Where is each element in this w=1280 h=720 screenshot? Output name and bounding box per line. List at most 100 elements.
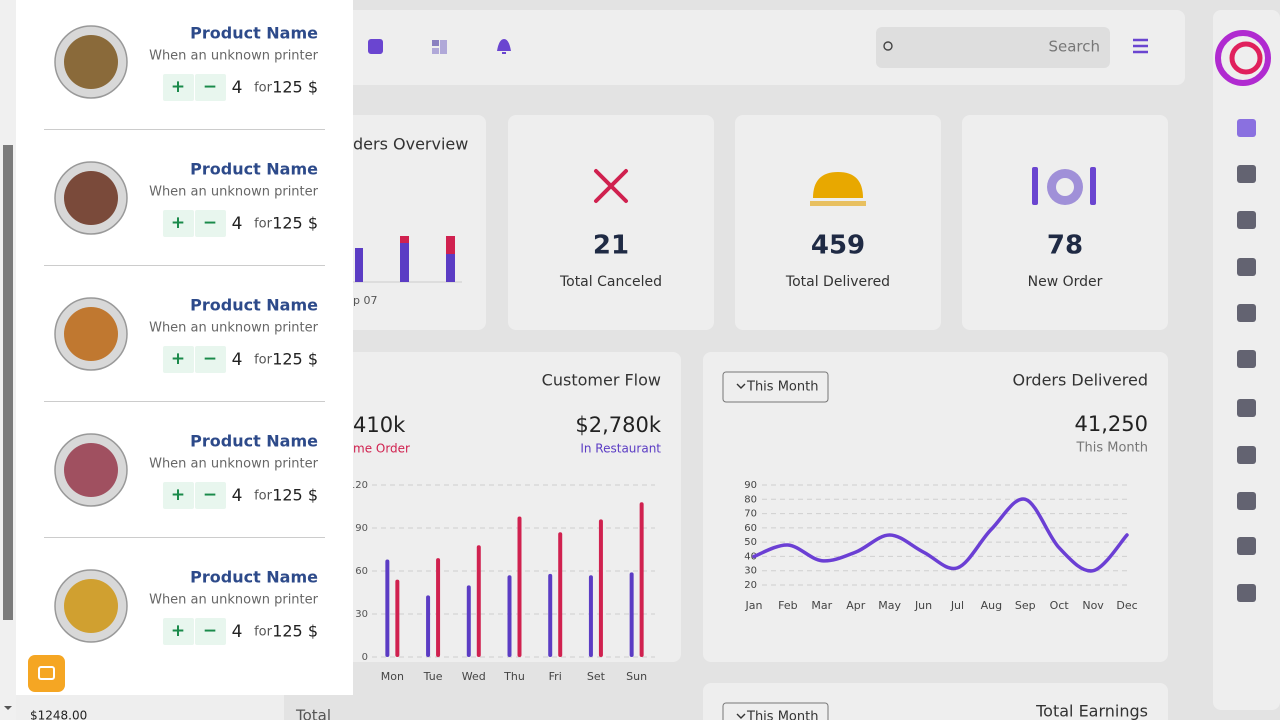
minus-label: −	[203, 485, 217, 505]
bar	[466, 585, 471, 657]
x-tick-label: Dec	[1116, 599, 1137, 612]
product-subtitle: When an unknown printer	[149, 593, 319, 608]
food-image	[64, 579, 118, 633]
search-placeholder: Search	[1048, 38, 1100, 56]
minus-button[interactable]	[195, 74, 226, 101]
minus-button[interactable]	[195, 210, 226, 237]
x-tick-label: Jul	[950, 599, 964, 612]
plus-button[interactable]	[163, 74, 194, 101]
overview-bar	[400, 236, 409, 243]
overview-bar	[400, 243, 409, 282]
nav-icon[interactable]	[432, 40, 439, 46]
minus-label: −	[203, 621, 217, 641]
cloche-icon	[813, 172, 863, 198]
side-icon[interactable]	[1237, 211, 1256, 229]
side-icon[interactable]	[1237, 584, 1256, 602]
bar	[436, 558, 441, 657]
x-tick-label: Mar	[811, 599, 832, 612]
side-icon[interactable]	[1237, 258, 1256, 276]
for-label: for	[254, 489, 273, 504]
stat-label: New Order	[1028, 274, 1103, 290]
x-tick-label: Oct	[1050, 599, 1070, 612]
quantity: 4	[232, 78, 243, 98]
for-label: for	[254, 217, 273, 232]
summary-value: 41,250	[1075, 412, 1148, 436]
side-icon[interactable]	[1237, 119, 1256, 137]
total-label: Total	[295, 707, 331, 720]
filter-button[interactable]	[722, 371, 829, 403]
bar	[639, 502, 644, 657]
logo	[1229, 41, 1263, 75]
filter-button[interactable]	[722, 702, 829, 720]
plus-button[interactable]	[163, 210, 194, 237]
x-tick-label: May	[878, 599, 901, 612]
x-tick-label: Jun	[914, 599, 932, 612]
bar	[426, 595, 431, 657]
bar	[476, 545, 481, 657]
x-tick-label: Feb	[778, 599, 797, 612]
search-box[interactable]	[876, 27, 1110, 68]
nav-icon[interactable]	[368, 39, 383, 54]
side-icon[interactable]	[1237, 304, 1256, 322]
product-subtitle: When an unknown printer	[149, 321, 319, 336]
minus-button[interactable]	[195, 482, 226, 509]
stat-value: 78	[1047, 231, 1083, 261]
card	[703, 352, 1168, 662]
bar	[385, 559, 390, 657]
y-tick-label: 60	[355, 566, 368, 577]
filter-label: This Month	[746, 380, 818, 395]
x-tick-label: Thu	[503, 670, 525, 683]
card-title: Orders Delivered	[1013, 371, 1148, 390]
scroll-arrow[interactable]	[4, 706, 12, 710]
price: 125 $	[272, 78, 318, 97]
plus-button[interactable]	[163, 482, 194, 509]
product-title: Product Name	[190, 160, 318, 179]
x-tick-label: Jan	[745, 599, 763, 612]
line	[752, 497, 1129, 573]
side-icon[interactable]	[1237, 537, 1256, 555]
side-icon[interactable]	[1237, 165, 1256, 183]
food-image	[64, 171, 118, 225]
cart-button[interactable]	[28, 655, 65, 692]
plus-label: +	[171, 621, 185, 641]
chevron	[736, 383, 746, 389]
quantity: 4	[232, 214, 243, 234]
y-tick-label: 0	[362, 652, 368, 663]
bar	[558, 532, 563, 657]
minus-button[interactable]	[195, 618, 226, 645]
product-subtitle: When an unknown printer	[149, 457, 319, 472]
overview-bar	[355, 248, 363, 282]
side-icon[interactable]	[1237, 350, 1256, 368]
bell-icon[interactable]	[497, 39, 511, 54]
fork-icon	[1032, 167, 1038, 205]
x-tick-label: Set	[587, 670, 606, 683]
food-image	[64, 443, 118, 497]
x-tick-label: Aug	[981, 599, 1002, 612]
y-tick-label: 80	[744, 494, 757, 505]
side-icon[interactable]	[1237, 492, 1256, 510]
product-subtitle: When an unknown printer	[149, 49, 319, 64]
side-icon[interactable]	[1237, 399, 1256, 417]
for-label: for	[254, 81, 273, 96]
scrollbar-thumb[interactable]	[3, 145, 13, 620]
x-tick-label: Mon	[381, 670, 404, 683]
y-tick-label: 20	[744, 580, 757, 591]
bar	[395, 579, 400, 657]
y-tick-label: 70	[744, 509, 757, 520]
plus-button[interactable]	[163, 346, 194, 373]
y-tick-label: 30	[744, 566, 757, 577]
product-title: Product Name	[190, 296, 318, 315]
menu-icon[interactable]	[1133, 38, 1148, 54]
y-tick-label: 50	[744, 537, 757, 548]
bar	[507, 575, 512, 657]
bar	[548, 573, 553, 657]
bar	[629, 572, 634, 657]
quantity: 4	[232, 350, 243, 370]
plus-button[interactable]	[163, 618, 194, 645]
side-icon[interactable]	[1237, 446, 1256, 464]
minus-button[interactable]	[195, 346, 226, 373]
summary-value: 410k	[353, 413, 406, 437]
plate-icon	[1056, 178, 1074, 196]
cloche-base	[810, 201, 866, 206]
